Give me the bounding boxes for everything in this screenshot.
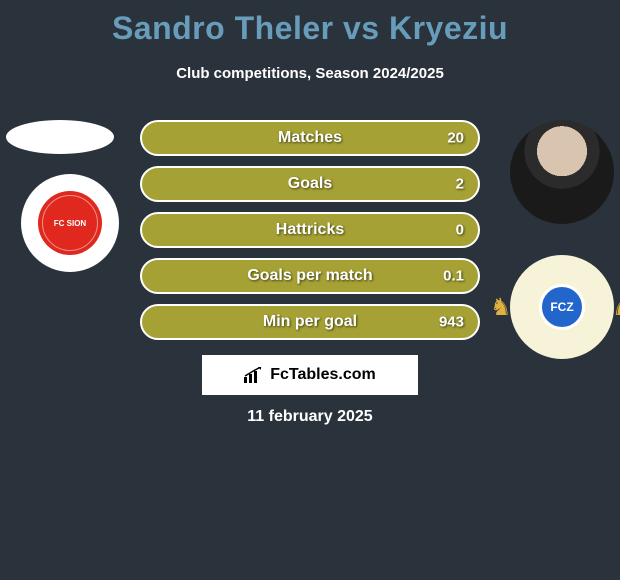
lion-right-icon: ♞ (612, 293, 620, 322)
brand-footer: FcTables.com (202, 355, 418, 395)
stat-bar: Goals 2 (140, 166, 480, 202)
fcz-badge-icon: FCZ (539, 284, 585, 330)
stat-label: Matches (278, 129, 342, 147)
player-left-avatar (6, 120, 114, 154)
chart-growth-icon (244, 367, 264, 383)
stat-label: Hattricks (276, 221, 344, 239)
stat-value: 0 (456, 222, 464, 239)
stat-bar: Hattricks 0 (140, 212, 480, 248)
date-text: 11 february 2025 (0, 408, 620, 426)
season-subtitle: Club competitions, Season 2024/2025 (0, 65, 620, 82)
brand-text: FcTables.com (270, 366, 376, 384)
player-right-club-badge: ♞ FCZ ♞ (510, 255, 614, 359)
comparison-title: Sandro Theler vs Kryeziu (0, 0, 620, 47)
stat-value: 2 (456, 176, 464, 193)
stat-bar: Min per goal 943 (140, 304, 480, 340)
lion-left-icon: ♞ (490, 293, 512, 322)
stats-chart: Matches 20 Goals 2 Hattricks 0 Goals per… (140, 120, 480, 350)
stat-label: Min per goal (263, 313, 357, 331)
stat-label: Goals per match (247, 267, 372, 285)
stat-bar: Goals per match 0.1 (140, 258, 480, 294)
stat-label: Goals (288, 175, 332, 193)
stat-value: 0.1 (443, 268, 464, 285)
sion-badge-icon: FC SION (38, 191, 102, 255)
stat-value: 20 (447, 130, 464, 147)
stat-bar: Matches 20 (140, 120, 480, 156)
player-right-avatar (510, 120, 614, 224)
player-left-club-badge: FC SION (21, 174, 119, 272)
stat-value: 943 (439, 314, 464, 331)
